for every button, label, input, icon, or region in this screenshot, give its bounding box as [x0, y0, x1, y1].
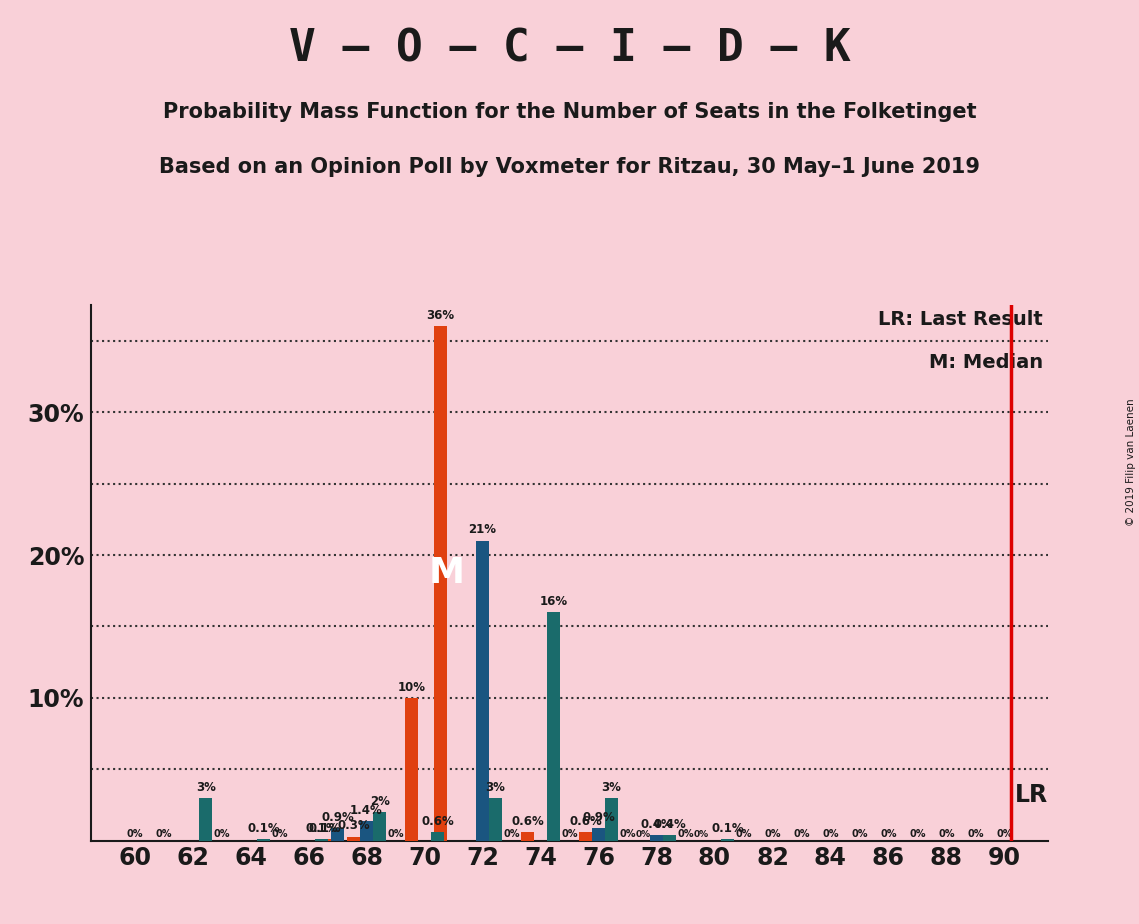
Text: 2%: 2%	[370, 795, 390, 808]
Text: 3%: 3%	[601, 781, 622, 794]
Text: 1.4%: 1.4%	[350, 804, 383, 817]
Bar	[663, 835, 677, 841]
Text: V – O – C – I – D – K: V – O – C – I – D – K	[288, 28, 851, 71]
Text: 0%: 0%	[822, 829, 838, 839]
Text: 0.9%: 0.9%	[582, 810, 615, 823]
Text: 0%: 0%	[271, 829, 288, 839]
Text: 0.4%: 0.4%	[653, 818, 686, 831]
Bar	[318, 839, 331, 841]
Bar	[331, 828, 344, 841]
Text: 0%: 0%	[503, 829, 519, 839]
Bar	[579, 833, 592, 841]
Bar	[521, 833, 534, 841]
Bar	[405, 698, 418, 841]
Text: 0.1%: 0.1%	[305, 822, 338, 835]
Text: 0%: 0%	[126, 829, 142, 839]
Text: M: Median: M: Median	[929, 353, 1043, 372]
Text: 0%: 0%	[793, 829, 810, 839]
Bar	[605, 798, 618, 841]
Text: 10%: 10%	[398, 681, 426, 694]
Text: 21%: 21%	[468, 523, 497, 537]
Text: 0%: 0%	[562, 829, 577, 839]
Text: 3%: 3%	[485, 781, 506, 794]
Bar	[476, 541, 489, 841]
Bar	[650, 835, 663, 841]
Text: 0.4%: 0.4%	[640, 818, 673, 831]
Text: 0.6%: 0.6%	[421, 815, 454, 828]
Text: 0%: 0%	[213, 829, 230, 839]
Text: 0.3%: 0.3%	[337, 820, 370, 833]
Text: 0%: 0%	[909, 829, 926, 839]
Bar	[374, 812, 386, 841]
Text: 0%: 0%	[155, 829, 172, 839]
Bar	[257, 839, 270, 841]
Text: 0%: 0%	[880, 829, 896, 839]
Text: Based on an Opinion Poll by Voxmeter for Ritzau, 30 May–1 June 2019: Based on an Opinion Poll by Voxmeter for…	[159, 157, 980, 177]
Bar	[721, 839, 734, 841]
Text: 36%: 36%	[426, 309, 454, 322]
Bar	[547, 613, 560, 841]
Text: 16%: 16%	[540, 595, 567, 608]
Bar	[199, 798, 212, 841]
Text: 0.1%: 0.1%	[309, 822, 341, 835]
Text: 0.1%: 0.1%	[711, 822, 744, 835]
Text: 3%: 3%	[196, 781, 215, 794]
Bar	[360, 821, 374, 841]
Text: 0%: 0%	[636, 830, 652, 839]
Text: 0%: 0%	[620, 829, 636, 839]
Text: LR: LR	[1015, 784, 1048, 807]
Text: 0%: 0%	[851, 829, 868, 839]
Text: 0%: 0%	[939, 829, 954, 839]
Bar	[347, 836, 360, 841]
Bar	[316, 839, 328, 841]
Bar	[434, 326, 446, 841]
Text: 0%: 0%	[764, 829, 780, 839]
Bar	[431, 833, 444, 841]
Bar	[592, 828, 605, 841]
Text: 0%: 0%	[735, 829, 752, 839]
Text: 0%: 0%	[678, 829, 694, 839]
Text: 0.6%: 0.6%	[570, 815, 601, 828]
Text: M: M	[429, 556, 465, 590]
Text: 0.1%: 0.1%	[247, 822, 280, 835]
Text: 0.6%: 0.6%	[511, 815, 543, 828]
Text: LR: Last Result: LR: Last Result	[878, 310, 1043, 329]
Bar	[489, 798, 502, 841]
Text: 0%: 0%	[967, 829, 984, 839]
Text: 0%: 0%	[997, 829, 1013, 839]
Text: 0%: 0%	[387, 829, 404, 839]
Text: © 2019 Filip van Laenen: © 2019 Filip van Laenen	[1126, 398, 1136, 526]
Text: 0%: 0%	[694, 830, 708, 839]
Text: Probability Mass Function for the Number of Seats in the Folketinget: Probability Mass Function for the Number…	[163, 102, 976, 122]
Text: 0.9%: 0.9%	[321, 810, 354, 823]
